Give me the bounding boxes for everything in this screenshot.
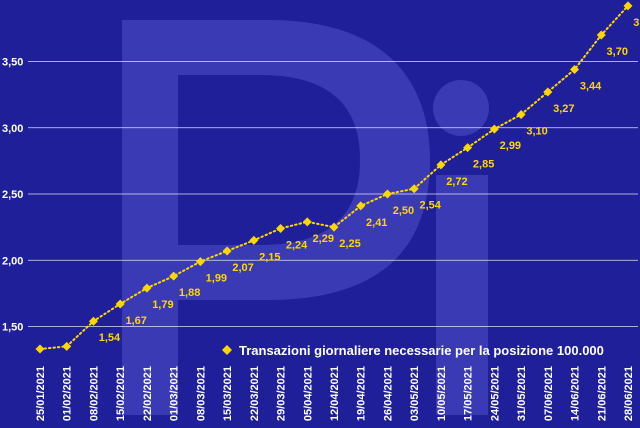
x-tick-labels: 25/01/2021 01/02/2021 08/02/2021 15/02/2021… bbox=[35, 366, 635, 421]
data-label: 2,29 bbox=[313, 233, 334, 245]
data-label: 3,44 bbox=[580, 80, 602, 92]
data-labels: 1,54 1,67 1,79 1,88 1,99 2,07 2,15 2,24 2,29 2,25… bbox=[99, 17, 640, 344]
data-label: 2,85 bbox=[473, 159, 494, 171]
data-point bbox=[489, 124, 499, 134]
x-tick-label: 21/06/2021 bbox=[596, 366, 608, 421]
y-tick-labels: 1,50 2,00 2,50 3,00 3,50 bbox=[2, 57, 23, 334]
x-tick-label: 29/03/2021 bbox=[276, 366, 288, 421]
x-tick-label: 01/03/2021 bbox=[169, 366, 181, 421]
data-point bbox=[302, 217, 312, 227]
data-point bbox=[623, 1, 633, 11]
data-point bbox=[35, 344, 45, 354]
x-tick-label: 26/04/2021 bbox=[382, 366, 394, 421]
data-label: 2,50 bbox=[393, 205, 414, 217]
data-point bbox=[276, 223, 286, 233]
data-point bbox=[356, 201, 366, 211]
data-label: 1,67 bbox=[125, 315, 146, 327]
data-label: 1,88 bbox=[179, 287, 200, 299]
data-point bbox=[88, 316, 98, 326]
data-point bbox=[115, 299, 125, 309]
data-label: 2,15 bbox=[259, 251, 280, 263]
x-tick-label: 17/05/2021 bbox=[463, 366, 475, 421]
x-tick-label: 22/02/2021 bbox=[142, 366, 154, 421]
data-point bbox=[409, 184, 419, 194]
x-tick-label: 28/06/2021 bbox=[623, 366, 635, 421]
data-label: 3,10 bbox=[526, 126, 547, 138]
data-label: 2,07 bbox=[232, 262, 253, 274]
data-label: 1,54 bbox=[99, 332, 121, 344]
data-point bbox=[463, 143, 473, 153]
y-tick-label: 2,00 bbox=[2, 255, 23, 267]
data-label: 2,99 bbox=[500, 140, 521, 152]
x-tick-label: 14/06/2021 bbox=[570, 366, 582, 421]
x-tick-label: 12/04/2021 bbox=[329, 366, 341, 421]
data-point bbox=[222, 246, 232, 256]
logo-watermark bbox=[122, 20, 489, 415]
x-tick-label: 24/05/2021 bbox=[489, 366, 501, 421]
x-tick-label: 15/02/2021 bbox=[115, 366, 127, 421]
x-tick-label: 19/04/2021 bbox=[356, 366, 368, 421]
x-tick-label: 22/03/2021 bbox=[249, 366, 261, 421]
x-tick-label: 07/06/2021 bbox=[543, 366, 555, 421]
data-label: 3,70 bbox=[607, 46, 628, 58]
data-label: 2,72 bbox=[446, 176, 467, 188]
x-tick-label: 08/03/2021 bbox=[195, 366, 207, 421]
data-point bbox=[329, 222, 339, 232]
data-point bbox=[195, 257, 205, 267]
data-label: 2,24 bbox=[286, 239, 308, 251]
data-label: 1,99 bbox=[206, 273, 227, 285]
legend: Transazioni giornaliere necessarie per l… bbox=[222, 343, 604, 358]
data-points bbox=[35, 1, 633, 354]
x-tick-label: 05/04/2021 bbox=[302, 366, 314, 421]
legend-label: Transazioni giornaliere necessarie per l… bbox=[239, 343, 604, 358]
x-tick-label: 25/01/2021 bbox=[35, 366, 47, 421]
x-tick-label: 15/03/2021 bbox=[222, 366, 234, 421]
data-label: 2,54 bbox=[419, 200, 441, 212]
gridlines bbox=[28, 61, 638, 327]
y-tick-label: 3,00 bbox=[2, 123, 23, 135]
data-point bbox=[169, 271, 179, 281]
data-point bbox=[142, 283, 152, 293]
x-tick-label: 01/02/2021 bbox=[62, 366, 74, 421]
data-point bbox=[249, 235, 259, 245]
y-tick-label: 3,50 bbox=[2, 57, 23, 69]
y-tick-label: 2,50 bbox=[2, 189, 23, 201]
data-label: 3,92 bbox=[633, 17, 640, 29]
x-tick-label: 03/05/2021 bbox=[409, 366, 421, 421]
y-tick-label: 1,50 bbox=[2, 322, 23, 334]
data-point bbox=[436, 160, 446, 170]
data-point bbox=[543, 87, 553, 97]
data-label: 3,27 bbox=[553, 103, 574, 115]
data-label: 1,79 bbox=[152, 299, 173, 311]
data-label: 2,41 bbox=[366, 217, 387, 229]
data-label: 2,25 bbox=[339, 238, 360, 250]
x-tick-label: 31/05/2021 bbox=[516, 366, 528, 421]
data-point bbox=[570, 64, 580, 74]
x-tick-label: 10/05/2021 bbox=[436, 366, 448, 421]
x-tick-label: 08/02/2021 bbox=[88, 366, 100, 421]
data-point bbox=[596, 30, 606, 40]
data-point bbox=[516, 110, 526, 119]
legend-marker bbox=[222, 345, 232, 355]
data-point bbox=[382, 189, 392, 199]
data-point bbox=[62, 341, 72, 351]
